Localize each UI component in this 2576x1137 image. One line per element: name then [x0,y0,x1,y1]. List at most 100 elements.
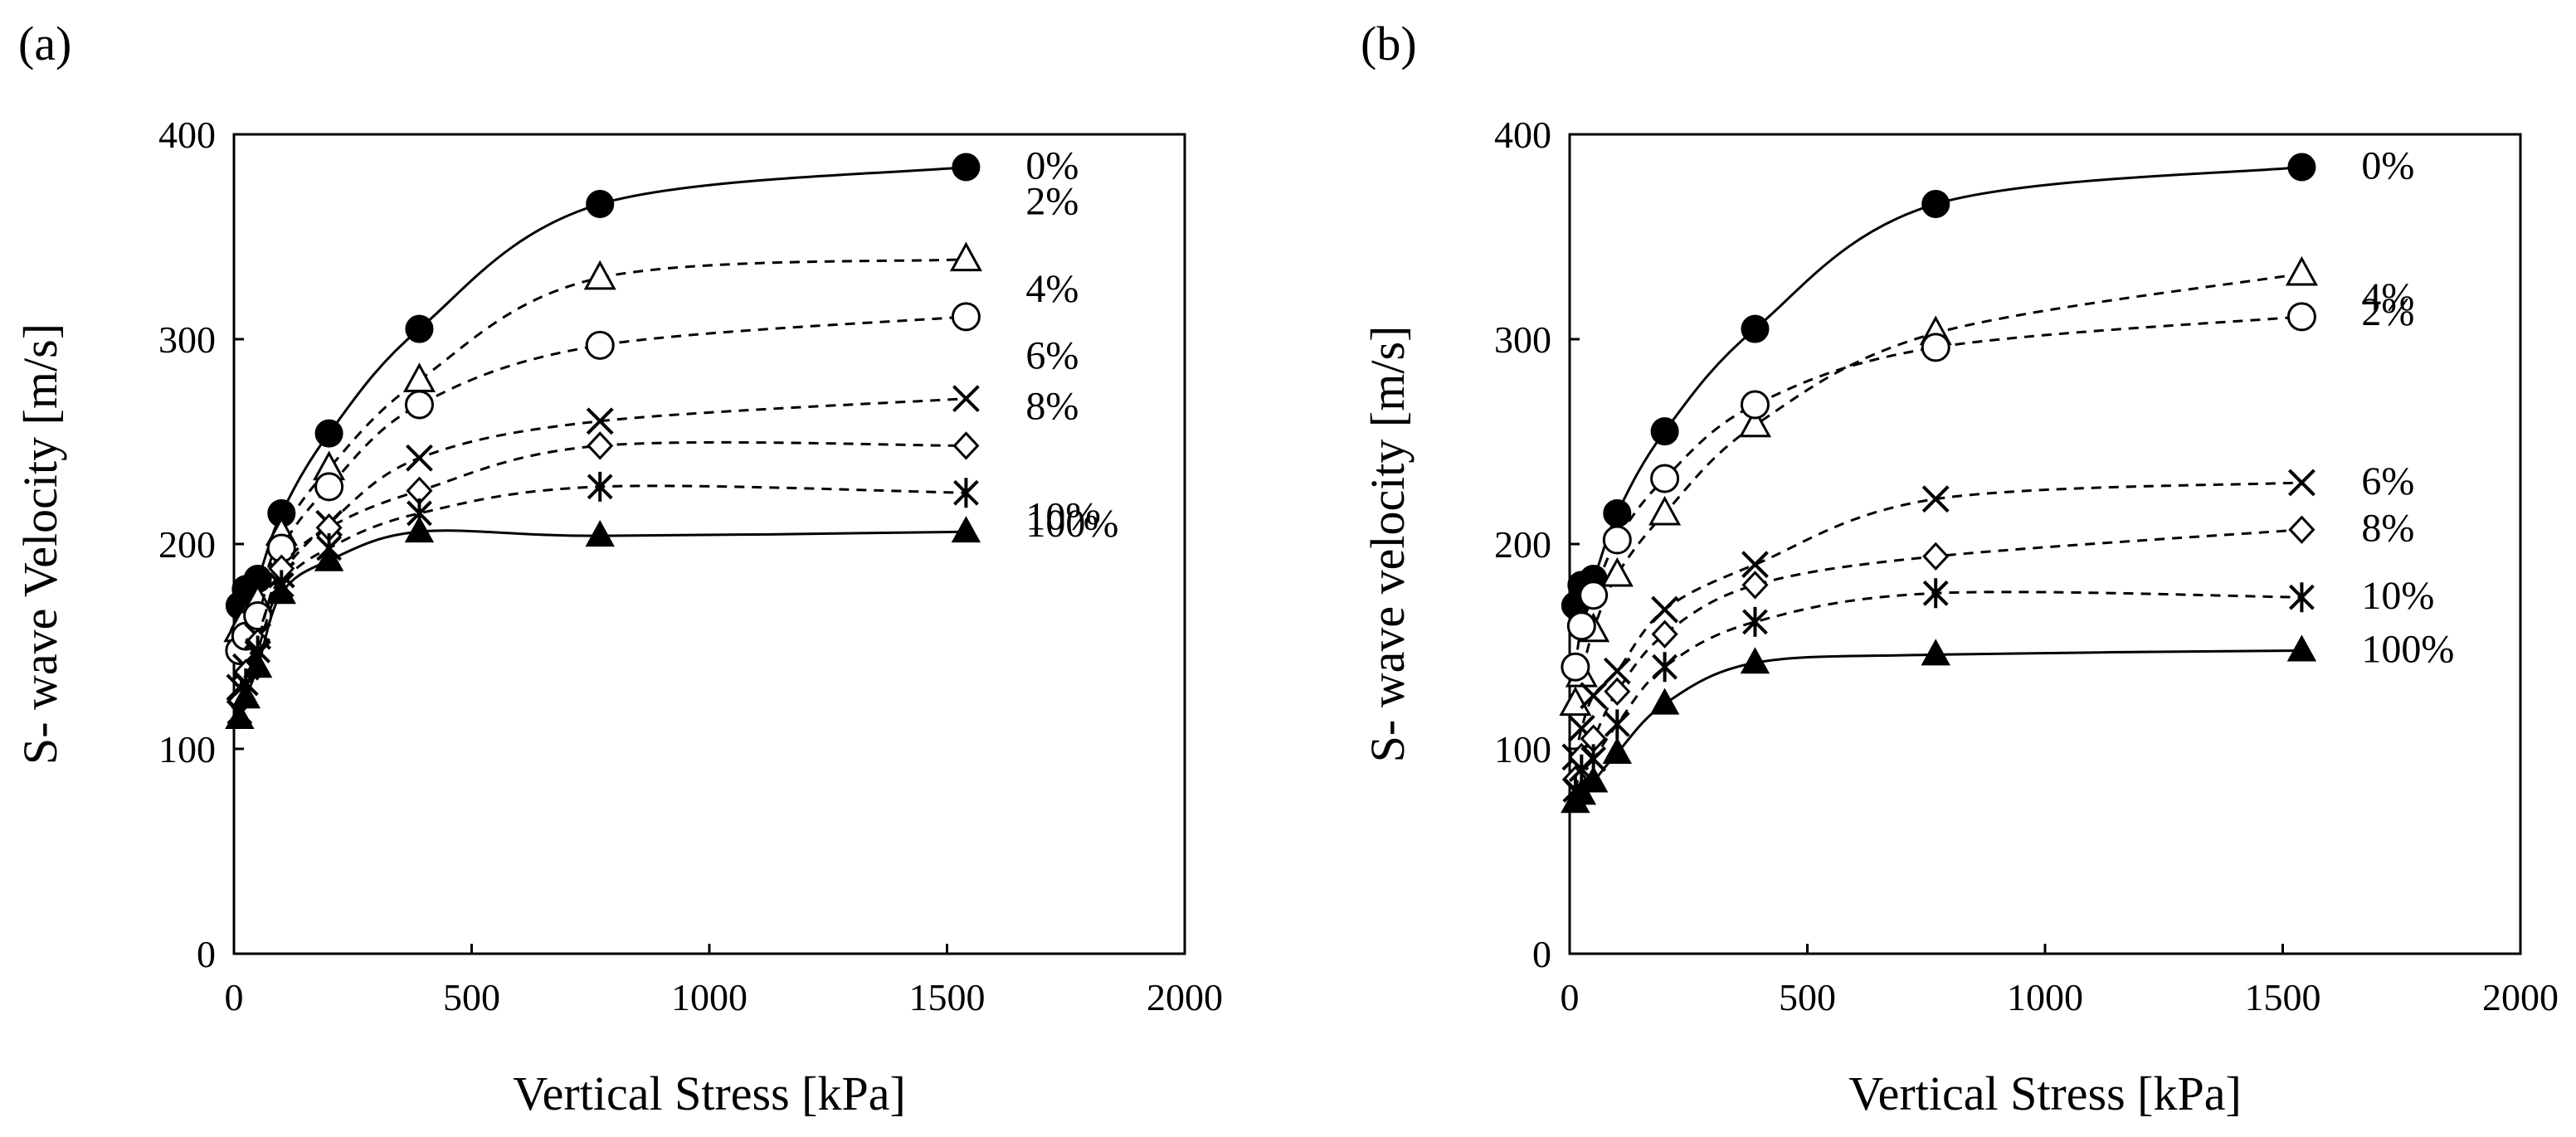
series-6pct: 6% [226,334,1079,702]
series-line [238,529,967,719]
x-axis-title: Vertical Stress [kPa] [513,1067,906,1120]
data-point [1738,407,1772,438]
x-tick-label: 1000 [2007,976,2083,1018]
series-line [1574,315,2302,668]
data-point [952,153,981,182]
series-label: 100% [1025,502,1118,546]
series-label: 2% [2361,290,2414,334]
panel-label: (a) [18,17,71,70]
data-point [406,444,433,472]
series-label: 10% [1025,494,1098,538]
y-tick-label: 400 [158,114,216,156]
x-tick-label: 2000 [1147,976,1223,1018]
data-point [1741,551,1769,579]
data-point [1604,677,1631,707]
series-line [1574,481,2302,758]
data-point [586,189,615,218]
data-point [2288,515,2315,544]
data-point [1921,333,1950,362]
series-label: 4% [1025,267,1079,311]
data-point [225,702,255,729]
x-tick-label: 1000 [671,976,747,1018]
data-point [1921,189,1950,218]
series-10pct: 10% [1562,574,2434,805]
data-point [1922,578,1949,609]
series-4pct: 4% [225,267,1079,665]
data-point [1741,571,1769,600]
y-tick-label: 0 [197,933,216,975]
data-point [953,478,979,508]
data-point [1602,736,1632,764]
x-axis-title: Vertical Stress [kPa] [1848,1067,2242,1120]
data-point [1566,611,1596,641]
series-line [238,440,967,702]
data-point [952,431,980,460]
series-label: 2% [1025,180,1079,224]
data-point [585,330,615,360]
series-label: 6% [1025,334,1079,378]
data-point [2286,634,2317,662]
panel-label: (b) [1361,17,1417,70]
data-point [1579,581,1609,610]
x-tick-label: 1500 [2245,976,2321,1018]
x-tick-label: 500 [1779,976,1836,1018]
data-point [951,302,981,332]
data-point [587,431,614,460]
data-point [586,407,614,435]
series-label: 4% [2361,275,2414,319]
series-label: 0% [1025,144,1079,188]
y-tick-label: 200 [1494,523,1551,566]
series-line [1574,166,2302,606]
data-point [1604,709,1630,740]
x-tick-label: 0 [225,976,244,1018]
series-line [1574,272,2302,704]
data-point [1650,464,1680,493]
y-tick-label: 400 [1494,114,1551,156]
y-tick-label: 0 [1532,933,1551,975]
y-tick-label: 300 [1494,318,1551,361]
data-point [949,241,982,272]
series-label: 8% [2361,507,2414,551]
series-line [238,315,967,652]
data-point [2289,582,2315,613]
data-point [583,260,616,290]
series-label: 6% [2361,459,2414,503]
series-100pct: 100% [225,502,1118,729]
series-label: 0% [2361,144,2414,188]
y-tick-label: 300 [158,318,216,361]
data-point [1649,688,1680,715]
data-point [1651,595,1679,624]
data-point [1651,620,1678,649]
data-point [314,419,343,448]
data-point [1922,542,1950,571]
series-label: 8% [1025,384,1079,428]
y-tick-label: 100 [158,728,216,770]
y-axis-title: S- wave velocity [m/s] [1361,326,1415,763]
data-point [404,516,435,543]
data-point [231,682,261,709]
x-tick-label: 2000 [2482,976,2559,1018]
y-tick-label: 100 [1494,728,1551,770]
y-tick-label: 200 [158,523,216,566]
series-2pct: 2% [1559,255,2414,717]
chart-panel-a: (a) 0 500 1000 1500 2000 0 100 200 300 400 Vertical… [13,17,1223,1120]
data-point [1740,647,1770,674]
data-point [2286,302,2316,332]
data-point [952,385,980,413]
x-tick-label: 0 [1561,976,1580,1018]
series-8pct: 8% [1561,507,2414,794]
data-point [585,520,615,547]
series-label: 100% [2361,627,2454,671]
series-4pct: 4% [1561,275,2414,682]
x-tick-label: 500 [443,976,500,1018]
data-point [1578,765,1609,793]
data-point [2287,153,2316,182]
data-point [2285,255,2318,286]
data-point [1580,682,1608,710]
data-point [1740,390,1770,420]
data-point [1921,485,1950,513]
data-point [2288,469,2315,497]
x-tick-label: 1500 [909,976,986,1018]
series-line [238,484,967,712]
